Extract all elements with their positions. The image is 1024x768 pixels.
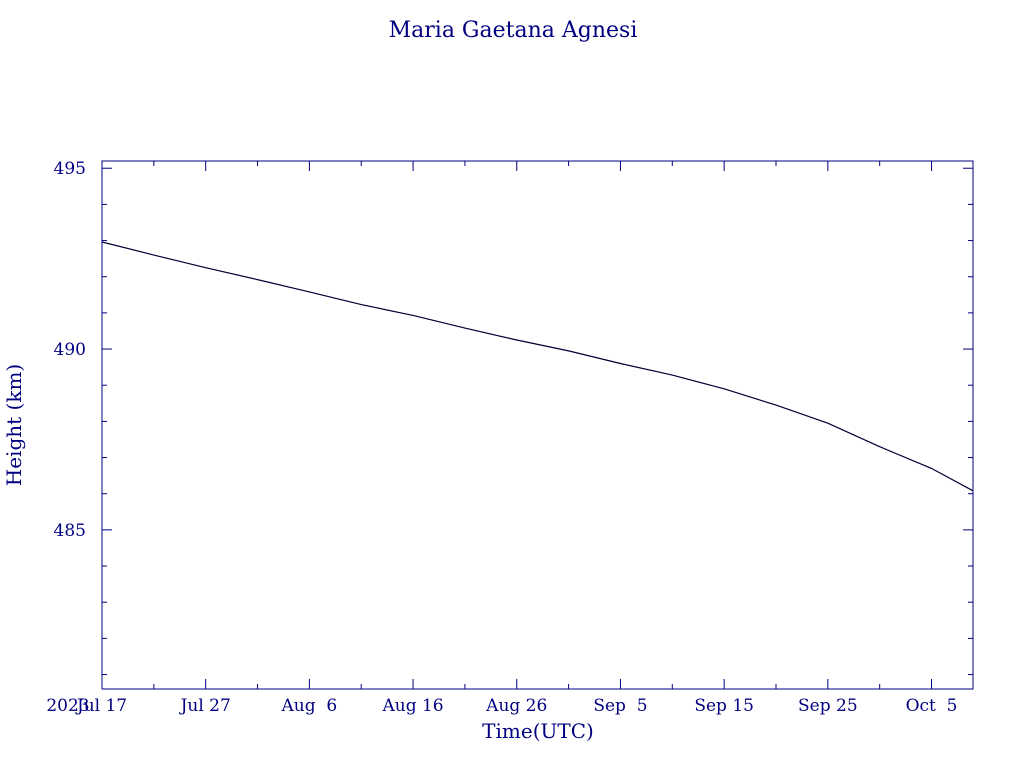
y-tick-label: 490: [54, 340, 86, 360]
y-axis-label: Height (km): [2, 364, 26, 486]
x-tick-label: Sep 5: [593, 696, 647, 716]
x-tick-label: Sep 25: [798, 696, 858, 716]
x-tick-label: Aug 16: [381, 696, 443, 716]
x-axis-year-label: 2023: [46, 696, 89, 716]
x-tick-label: Sep 15: [694, 696, 754, 716]
x-axis-label: Time(UTC): [482, 719, 594, 743]
tick-marks: [101, 161, 973, 689]
x-tick-label: Aug 26: [485, 696, 547, 716]
plot-frame: [101, 160, 974, 690]
y-tick-label: 485: [54, 521, 86, 541]
y-tick-labels: 495 490 485: [54, 159, 86, 541]
x-tick-label: Jul 17: [75, 696, 127, 716]
y-tick-label: 495: [54, 159, 86, 179]
x-tick-label: Aug 6: [281, 696, 338, 716]
chart-title: Maria Gaetana Agnesi: [389, 18, 638, 43]
x-tick-label: Oct 5: [906, 696, 958, 716]
series-line: [101, 241, 974, 492]
x-tick-labels: Jul 17 Jul 27 Aug 6 Aug 16 Aug 26 Sep 5 Sep 15…: [75, 696, 958, 716]
x-tick-label: Jul 27: [179, 696, 231, 716]
